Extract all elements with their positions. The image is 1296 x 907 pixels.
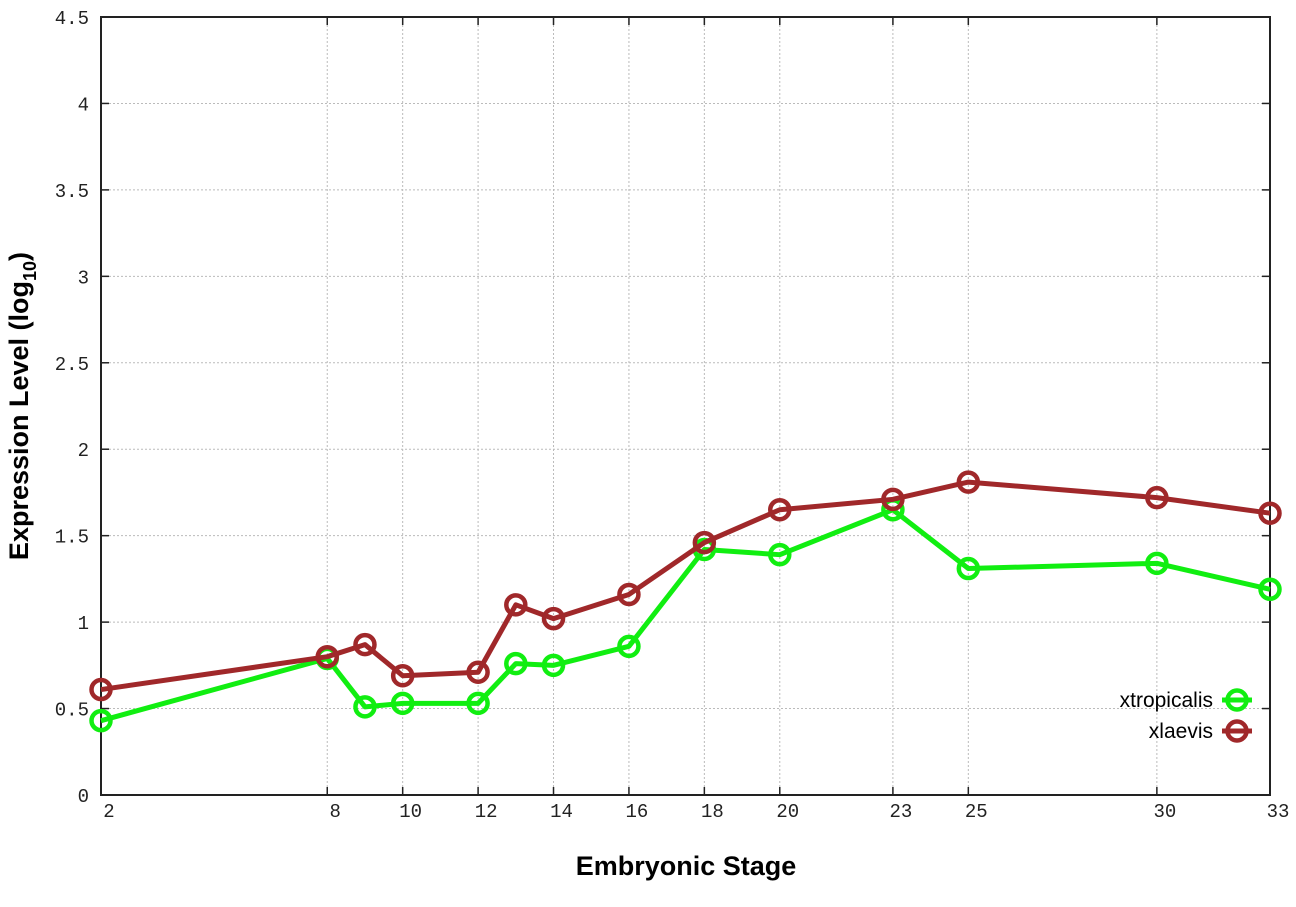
y-tick-label: 1 <box>78 613 89 635</box>
data-point <box>1145 551 1169 576</box>
y-tick-label: 3.5 <box>55 181 89 203</box>
y-tick-label: 2 <box>78 440 89 462</box>
x-tick-label: 25 <box>965 801 988 823</box>
data-point <box>353 632 377 657</box>
data-point <box>1258 501 1282 525</box>
data-point <box>768 497 792 522</box>
x-tick-label: 33 <box>1267 801 1290 823</box>
x-tick-label: 20 <box>776 801 799 823</box>
series-group <box>89 470 1282 733</box>
data-point <box>956 556 981 581</box>
data-point <box>89 708 113 733</box>
data-point <box>1145 485 1169 510</box>
data-point <box>390 663 415 688</box>
data-point <box>89 677 113 702</box>
legend-label: xlaevis <box>1149 720 1213 743</box>
data-point <box>390 691 415 716</box>
x-tick-label: 23 <box>889 801 912 823</box>
legend-label: xtropicalis <box>1120 689 1213 712</box>
data-point <box>353 695 377 719</box>
data-point <box>692 530 717 555</box>
y-axis-label: Expression Level (log10) <box>4 252 40 560</box>
x-tick-label: 18 <box>701 801 724 823</box>
data-point <box>504 651 528 676</box>
legend-marker <box>1225 719 1249 743</box>
y-tick-label: 0.5 <box>55 700 89 722</box>
x-tick-label: 16 <box>626 801 649 823</box>
data-point <box>315 644 340 669</box>
data-point <box>541 653 566 678</box>
data-point <box>504 593 528 617</box>
y-tick-label: 4.5 <box>55 8 89 30</box>
legend-marker <box>1225 688 1249 712</box>
data-point <box>617 634 641 659</box>
ticks: 0 0.5 1 1.5 2 2.5 3 3.5 4 4.5 2 8 10 12 14 16 18 20 23 25 30… <box>55 8 1290 823</box>
x-tick-label: 12 <box>475 801 498 823</box>
data-point <box>617 582 641 607</box>
x-tick-label: 8 <box>330 801 341 823</box>
x-tick-label: 30 <box>1153 801 1176 823</box>
y-tick-label: 1.5 <box>55 527 89 549</box>
y-tick-label: 3 <box>78 267 89 289</box>
data-point <box>881 487 905 512</box>
data-point <box>768 542 792 567</box>
y-tick-label: 2.5 <box>55 354 89 376</box>
data-point <box>956 470 981 494</box>
legend: xtropicalis xlaevis <box>1120 688 1252 743</box>
series-xtropicalis <box>89 497 1282 733</box>
y-tick-label: 0 <box>78 786 89 808</box>
data-point <box>541 606 566 631</box>
plot-frame <box>100 16 1271 796</box>
grid <box>101 17 1270 795</box>
series-xlaevis <box>89 470 1282 702</box>
x-tick-label: 14 <box>550 801 573 823</box>
y-tick-label: 4 <box>78 94 89 116</box>
x-tick-label: 10 <box>399 801 422 823</box>
x-axis-label: Embryonic Stage <box>576 851 797 881</box>
series-line <box>100 507 1271 724</box>
data-point <box>1258 577 1282 602</box>
x-tick-label: 2 <box>103 801 114 823</box>
series-line <box>100 479 1271 693</box>
data-point <box>466 660 490 684</box>
data-point <box>466 691 490 716</box>
